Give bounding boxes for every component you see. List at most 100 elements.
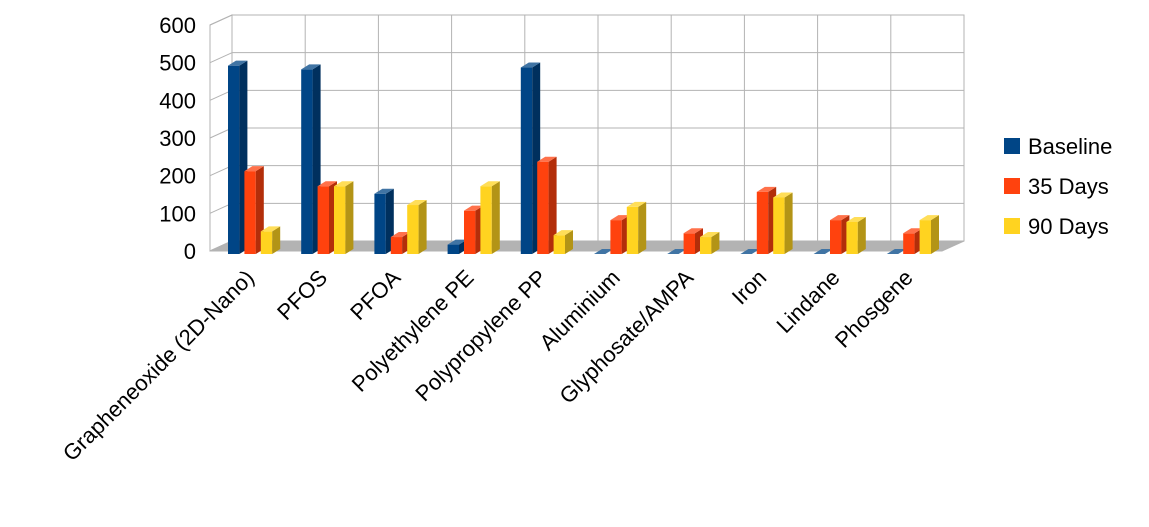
legend-label: 90 Days — [1028, 214, 1109, 239]
bar-top — [520, 62, 541, 68]
bar — [594, 249, 614, 254]
bar-top — [626, 201, 647, 207]
x-tick-label: Grapheneoxide (2D-Nano) — [58, 265, 259, 466]
y-tick-label: 200 — [159, 164, 196, 189]
y-tick-label: 0 — [184, 239, 196, 264]
bar — [919, 215, 939, 254]
bar-side — [931, 215, 939, 254]
bar-front — [903, 233, 915, 254]
x-tick-label: Iron — [727, 265, 771, 309]
bar-top — [919, 215, 939, 221]
bar-top — [667, 249, 687, 254]
bar — [773, 192, 793, 254]
bar-front — [244, 171, 256, 254]
bar-side — [418, 200, 427, 254]
bar-top — [228, 60, 248, 66]
bar-top — [813, 249, 833, 254]
y-tick-label: 300 — [159, 126, 196, 151]
bar-side — [784, 192, 793, 254]
x-tick-label: Lindane — [771, 265, 844, 338]
y-tick-label: 500 — [159, 51, 196, 76]
bar-top — [464, 205, 484, 211]
chart-back-wall — [209, 14, 965, 252]
bar-side — [548, 156, 557, 254]
bar-top — [886, 249, 907, 254]
bar-side — [711, 232, 720, 254]
bar-top — [610, 215, 630, 221]
bar-top — [683, 228, 703, 234]
bar — [407, 200, 427, 254]
bar-top — [334, 181, 354, 187]
bar-top — [407, 200, 427, 206]
bar — [334, 181, 354, 254]
bar — [667, 249, 687, 254]
bar-top — [594, 249, 614, 254]
x-tick-label: Glyphosate/AMPA — [554, 265, 698, 409]
bar-top — [480, 181, 500, 187]
gridline-side — [209, 52, 233, 64]
bar — [740, 249, 760, 254]
y-tick-label: 100 — [159, 201, 196, 226]
legend-item: Baseline — [1004, 134, 1112, 159]
legend-label: Baseline — [1028, 134, 1112, 159]
x-axis-ticks: Grapheneoxide (2D-Nano) PFOS PFOAPolyethyl… — [58, 265, 918, 466]
bar — [260, 226, 281, 254]
y-axis-ticks: 0 100 200 300 400 500 600 — [159, 13, 196, 264]
bar-front — [553, 235, 565, 254]
bar — [886, 249, 907, 254]
bar-front — [301, 69, 313, 254]
bar-front — [317, 186, 329, 254]
bars-group — [228, 60, 939, 255]
x-tick-label: PFOS — [272, 265, 332, 325]
y-tick-label: 400 — [159, 88, 196, 113]
bar-front — [537, 161, 549, 254]
bar-side — [857, 216, 866, 254]
bar-front — [700, 237, 712, 254]
bar-front — [919, 220, 931, 254]
bar-top — [553, 230, 573, 236]
x-tick-label: PFOA — [345, 265, 405, 325]
bar — [700, 232, 720, 254]
bar-front — [520, 67, 533, 254]
bar-top — [700, 232, 720, 238]
bar-front — [683, 233, 695, 254]
legend-swatch — [1004, 138, 1020, 154]
bar-top — [903, 228, 923, 234]
bar-side — [565, 230, 573, 254]
legend-label: 35 Days — [1028, 174, 1109, 199]
bar-top — [740, 249, 760, 254]
bar-top — [390, 232, 411, 238]
legend-swatch — [1004, 178, 1020, 194]
bar-front — [480, 186, 492, 254]
bar — [813, 249, 833, 254]
bar-front — [228, 65, 240, 255]
bar-side — [491, 181, 500, 254]
bar — [626, 201, 647, 254]
x-tick-label: Polypropylene PP — [410, 265, 551, 406]
bar-top — [537, 156, 557, 162]
bar-top — [374, 188, 394, 194]
bar-front — [610, 220, 622, 254]
bar-top — [830, 215, 850, 221]
bar-top — [317, 181, 337, 187]
x-tick-label: Phosgene — [830, 265, 918, 353]
bar-top — [846, 216, 866, 222]
bar-front — [626, 206, 639, 254]
gridline-side — [209, 14, 233, 26]
bar-front — [830, 220, 842, 254]
legend-item: 90 Days — [1004, 214, 1109, 239]
y-tick-label: 600 — [159, 13, 196, 38]
bar-top — [244, 166, 264, 172]
bar-front — [773, 197, 785, 254]
bar-front — [374, 193, 386, 254]
bar-top — [301, 64, 321, 70]
bar-front — [407, 205, 419, 254]
bar-front — [464, 210, 476, 254]
legend: Baseline 35 Days 90 Days — [1004, 134, 1112, 239]
bar — [480, 181, 500, 254]
legend-item: 35 Days — [1004, 174, 1109, 199]
bar-side — [638, 201, 647, 254]
bar-top — [773, 192, 793, 198]
